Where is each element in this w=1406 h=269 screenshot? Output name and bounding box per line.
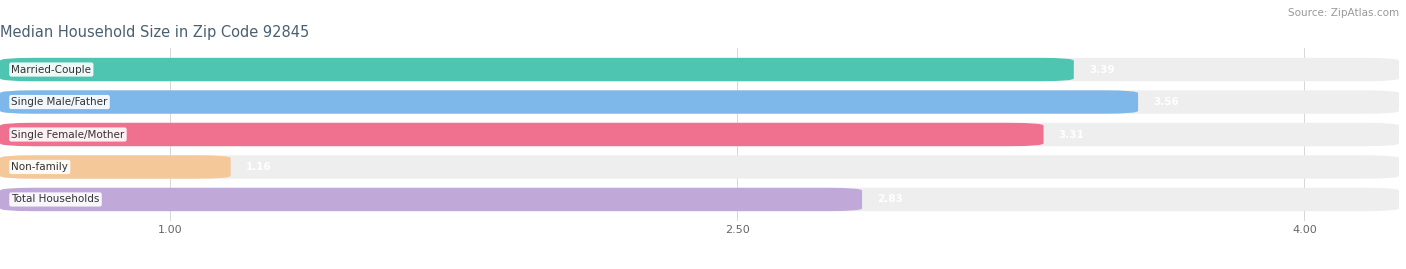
- FancyBboxPatch shape: [0, 188, 1399, 211]
- Text: Single Female/Mother: Single Female/Mother: [11, 129, 125, 140]
- Text: Source: ZipAtlas.com: Source: ZipAtlas.com: [1288, 8, 1399, 18]
- FancyBboxPatch shape: [0, 123, 1399, 146]
- FancyBboxPatch shape: [0, 123, 1043, 146]
- Text: 3.31: 3.31: [1059, 129, 1084, 140]
- FancyBboxPatch shape: [0, 90, 1137, 114]
- FancyBboxPatch shape: [0, 155, 231, 179]
- Text: Single Male/Father: Single Male/Father: [11, 97, 108, 107]
- Text: 3.56: 3.56: [1153, 97, 1180, 107]
- Text: 3.39: 3.39: [1088, 65, 1115, 75]
- FancyBboxPatch shape: [0, 155, 1399, 179]
- FancyBboxPatch shape: [0, 58, 1074, 81]
- FancyBboxPatch shape: [0, 58, 1399, 81]
- Text: 2.83: 2.83: [877, 194, 903, 204]
- Text: Non-family: Non-family: [11, 162, 69, 172]
- Text: Median Household Size in Zip Code 92845: Median Household Size in Zip Code 92845: [0, 25, 309, 40]
- FancyBboxPatch shape: [0, 188, 862, 211]
- FancyBboxPatch shape: [0, 90, 1399, 114]
- Text: 1.16: 1.16: [246, 162, 271, 172]
- Text: Total Households: Total Households: [11, 194, 100, 204]
- Text: Married-Couple: Married-Couple: [11, 65, 91, 75]
